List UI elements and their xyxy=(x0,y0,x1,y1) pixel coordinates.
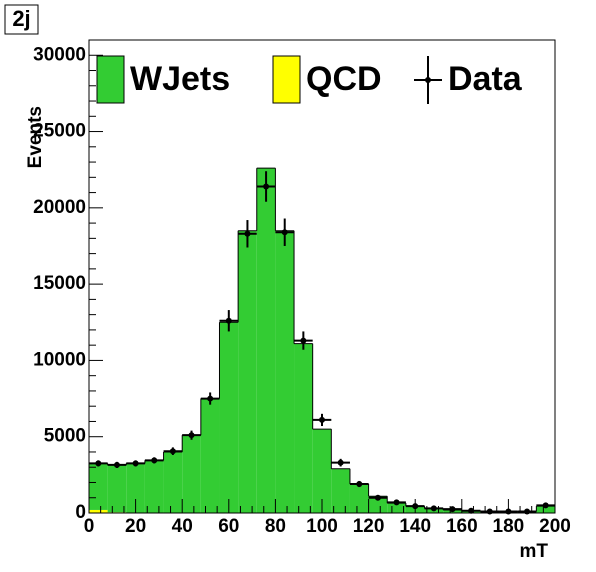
chart-title: 2j xyxy=(12,6,30,31)
data-point xyxy=(486,508,493,515)
x-tick-label: 180 xyxy=(493,516,525,537)
legend-swatch xyxy=(96,55,125,104)
histogram-bar xyxy=(144,460,164,513)
legend-label: Data xyxy=(448,60,523,98)
y-tick-label: 20000 xyxy=(33,197,86,218)
x-tick-label: 80 xyxy=(265,516,286,537)
histogram-bar xyxy=(256,168,276,514)
x-tick-label: 200 xyxy=(539,516,571,537)
data-point xyxy=(393,499,400,506)
legend-label: QCD xyxy=(306,60,382,98)
legend-label: WJets xyxy=(130,60,230,98)
histogram-bar xyxy=(200,398,220,513)
y-tick-label: 0 xyxy=(75,502,86,523)
histogram-bar xyxy=(368,496,388,513)
y-tick-label: 5000 xyxy=(44,426,86,447)
data-point xyxy=(132,460,139,467)
y-tick-label: 10000 xyxy=(33,349,86,370)
data-point xyxy=(281,229,288,236)
data-point xyxy=(113,461,120,468)
y-axis-label: Events xyxy=(25,106,46,168)
data-point xyxy=(319,416,325,423)
x-tick-label: 60 xyxy=(218,516,239,537)
histogram-bar xyxy=(163,451,183,513)
histogram-bar xyxy=(89,463,108,510)
x-tick-label: 160 xyxy=(446,516,478,537)
histogram-bar xyxy=(107,464,127,513)
x-tick-label: 20 xyxy=(125,516,146,537)
data-point xyxy=(244,230,251,237)
data-point xyxy=(300,337,307,344)
data-point xyxy=(430,505,437,512)
histogram-bar xyxy=(126,463,145,513)
histogram-bar xyxy=(238,230,257,513)
histogram-bar xyxy=(536,506,555,513)
data-point xyxy=(337,459,344,466)
data-point xyxy=(151,457,158,464)
histogram-bar xyxy=(182,435,201,513)
x-tick-label: 140 xyxy=(399,516,431,537)
histogram-bar xyxy=(275,230,295,513)
histogram-bar xyxy=(312,429,332,513)
histogram-bar xyxy=(331,468,350,513)
data-point xyxy=(542,502,549,509)
x-tick-label: 0 xyxy=(84,516,95,537)
data-point xyxy=(169,448,176,455)
data-point xyxy=(225,317,232,324)
histogram-bar xyxy=(349,484,369,513)
x-tick-label: 40 xyxy=(172,516,193,537)
x-axis-label: mT xyxy=(520,541,549,562)
histogram-bar xyxy=(387,503,406,513)
data-point xyxy=(207,395,214,402)
histogram-bar xyxy=(219,322,239,513)
y-tick-label: 30000 xyxy=(33,44,86,65)
data-point xyxy=(374,494,381,501)
data-point xyxy=(356,481,363,488)
data-point xyxy=(449,506,456,513)
histogram-bar xyxy=(89,509,108,513)
y-tick-label: 25000 xyxy=(33,121,86,142)
histogram-bar xyxy=(294,343,313,513)
data-point xyxy=(468,507,475,514)
title-box xyxy=(4,4,39,35)
legend-marker xyxy=(425,77,431,83)
legend-swatch xyxy=(272,55,301,104)
x-tick-label: 120 xyxy=(353,516,385,537)
x-tick-label: 100 xyxy=(306,516,338,537)
data-point xyxy=(188,432,195,439)
data-point xyxy=(95,460,102,467)
data-point xyxy=(524,508,531,515)
data-point xyxy=(263,183,270,190)
y-tick-label: 15000 xyxy=(33,273,86,294)
